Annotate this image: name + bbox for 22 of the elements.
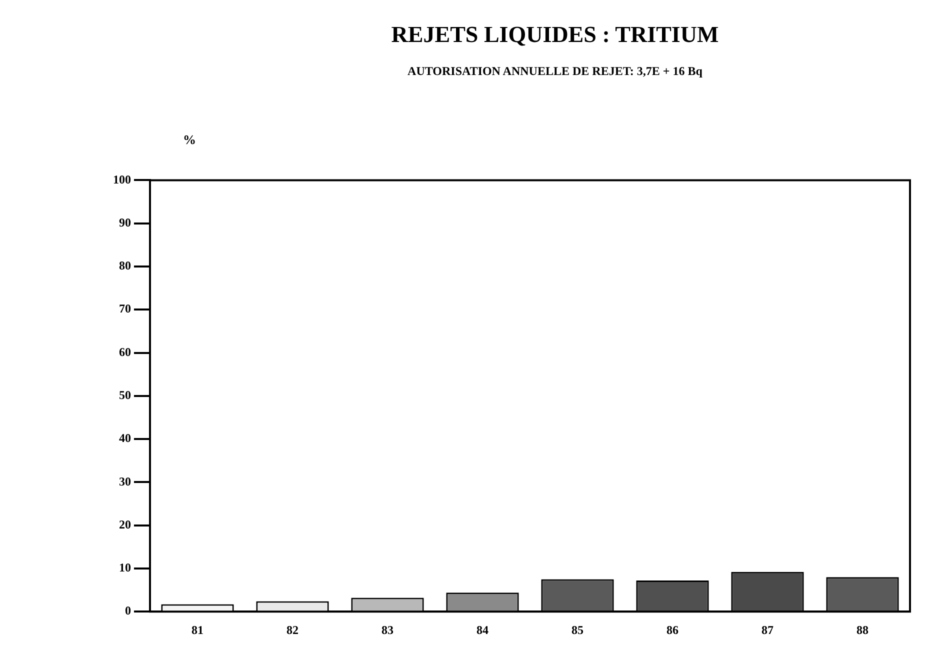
y-tick-label: 50 bbox=[119, 388, 131, 402]
y-tick-label: 0 bbox=[125, 604, 131, 618]
x-tick-label: 85 bbox=[572, 622, 584, 637]
y-tick-label: 100 bbox=[113, 172, 131, 186]
y-tick-label: 40 bbox=[119, 431, 131, 446]
y-tick-label: 70 bbox=[119, 302, 131, 316]
x-tick-label: 81 bbox=[192, 622, 204, 637]
y-tick-label: 80 bbox=[119, 258, 131, 273]
y-axis-title: % bbox=[183, 132, 196, 148]
x-tick-label: 88 bbox=[856, 622, 868, 637]
x-tick-label: 82 bbox=[286, 622, 298, 637]
y-tick-label: 90 bbox=[119, 215, 131, 230]
x-tick-label: 83 bbox=[382, 622, 394, 637]
x-tick-label: 84 bbox=[476, 622, 488, 637]
y-tick-label: 30 bbox=[119, 474, 131, 488]
x-tick-label: 86 bbox=[666, 622, 678, 637]
y-tick-label: 20 bbox=[119, 517, 131, 532]
y-tick-label: 10 bbox=[119, 560, 131, 575]
y-tick-label: 60 bbox=[119, 344, 131, 359]
chart-subtitle: AUTORISATION ANNUELLE DE REJET: 3,7E + 16 Bq bbox=[406, 64, 704, 79]
chart-title: REJETS LIQUIDES : TRITIUM bbox=[390, 22, 720, 48]
x-tick-label: 87 bbox=[762, 622, 774, 637]
